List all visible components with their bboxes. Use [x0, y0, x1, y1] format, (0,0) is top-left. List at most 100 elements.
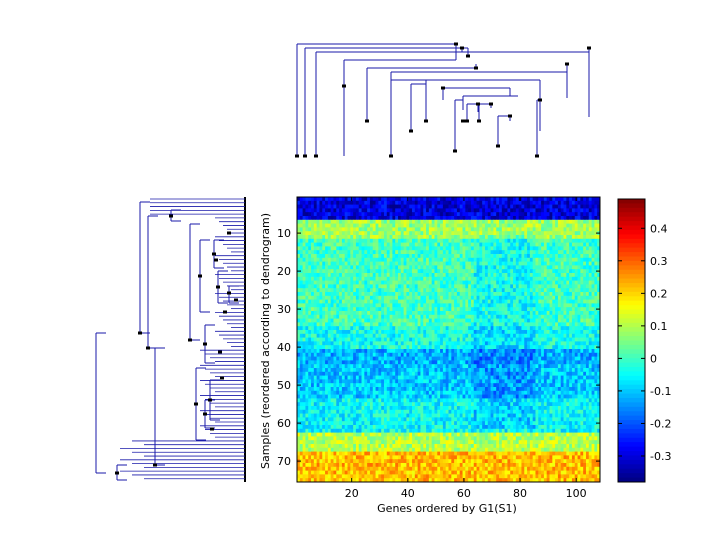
- heatmap-cell: [341, 257, 346, 262]
- heatmap-cell: [395, 212, 399, 217]
- heatmap-cell: [297, 330, 301, 335]
- heatmap-cell: [426, 197, 430, 202]
- heatmap-cell: [434, 235, 438, 240]
- heatmap-cell: [585, 314, 590, 319]
- heatmap-cell: [470, 254, 475, 259]
- heatmap-cell: [535, 330, 539, 335]
- heatmap-cell: [585, 292, 590, 297]
- heatmap-cell: [417, 204, 421, 209]
- heatmap-cell: [333, 349, 337, 354]
- heatmap-cell: [420, 307, 424, 312]
- heatmap-cell: [459, 204, 463, 209]
- heatmap-cell: [322, 250, 326, 255]
- heatmap-cell: [426, 333, 430, 338]
- heatmap-cell: [322, 352, 326, 357]
- heatmap-cell: [583, 227, 587, 232]
- heatmap-cell: [316, 364, 320, 369]
- heatmap-cell: [543, 295, 548, 300]
- heatmap-cell: [513, 265, 517, 270]
- heatmap-cell: [585, 261, 590, 266]
- heatmap-cell: [591, 333, 595, 338]
- heatmap-cell: [403, 352, 407, 357]
- heatmap-cell: [462, 303, 466, 308]
- heatmap-cell: [566, 292, 570, 297]
- heatmap-cell: [367, 326, 371, 331]
- heatmap-cell: [543, 299, 548, 304]
- heatmap-cell: [339, 352, 343, 357]
- heatmap-cell: [473, 333, 477, 338]
- heatmap-cell: [563, 341, 567, 346]
- heatmap-cell: [299, 333, 304, 338]
- heatmap-cell: [465, 303, 469, 308]
- heatmap-cell: [479, 307, 483, 312]
- heatmap-cell: [341, 349, 346, 354]
- heatmap-cell: [355, 322, 360, 327]
- heatmap-cell: [445, 231, 449, 236]
- heatmap-cell: [434, 265, 438, 270]
- heatmap-cell: [361, 333, 365, 338]
- heatmap-cell: [409, 216, 413, 221]
- heatmap-cell: [445, 352, 449, 357]
- heatmap-cell: [552, 219, 556, 224]
- heatmap-cell: [470, 265, 475, 270]
- heatmap-cell: [319, 364, 323, 369]
- heatmap-cell: [527, 257, 531, 262]
- heatmap-cell: [297, 360, 301, 365]
- heatmap-cell: [501, 284, 506, 289]
- heatmap-cell: [426, 269, 430, 274]
- heatmap-cell: [459, 292, 463, 297]
- heatmap-cell: [437, 318, 441, 323]
- heatmap-cell: [339, 303, 343, 308]
- heatmap-cell: [392, 265, 396, 270]
- heatmap-cell: [499, 216, 503, 221]
- dendrogram-node: [587, 46, 591, 50]
- heatmap-cell: [308, 307, 312, 312]
- heatmap-cell: [546, 352, 550, 357]
- heatmap-cell: [527, 265, 531, 270]
- heatmap-cell: [358, 295, 362, 300]
- heatmap-cell: [426, 292, 430, 297]
- heatmap-cell: [546, 360, 550, 365]
- heatmap-cell: [420, 337, 424, 342]
- heatmap-cell: [583, 356, 587, 361]
- heatmap-cell: [383, 242, 388, 247]
- heatmap-cell: [473, 352, 477, 357]
- heatmap-cell: [451, 246, 455, 251]
- heatmap-cell: [313, 250, 318, 255]
- heatmap-cell: [569, 322, 573, 327]
- heatmap-cell: [322, 276, 326, 281]
- heatmap-cell: [327, 356, 332, 361]
- heatmap-cell: [409, 333, 413, 338]
- heatmap-cell: [355, 345, 360, 350]
- heatmap-cell: [549, 276, 553, 281]
- heatmap-cell: [431, 318, 435, 323]
- heatmap-cell: [543, 204, 548, 209]
- heatmap-cell: [389, 326, 393, 331]
- heatmap-cell: [412, 227, 416, 232]
- heatmap-cell: [369, 261, 374, 266]
- heatmap-cell: [552, 314, 556, 319]
- heatmap-cell: [538, 295, 542, 300]
- heatmap-cell: [442, 219, 447, 224]
- heatmap-cell: [347, 235, 351, 240]
- heatmap-cell: [414, 326, 419, 331]
- heatmap-cell: [571, 227, 576, 232]
- heatmap-cell: [473, 254, 477, 259]
- heatmap-cell: [583, 322, 587, 327]
- heatmap-cell: [305, 269, 309, 274]
- heatmap-cell: [535, 242, 539, 247]
- heatmap-cell: [577, 307, 581, 312]
- heatmap-cell: [378, 269, 382, 274]
- heatmap-cell: [597, 352, 601, 357]
- heatmap-cell: [454, 295, 458, 300]
- heatmap-cell: [473, 318, 477, 323]
- heatmap-cell: [484, 216, 489, 221]
- heatmap-cell: [442, 257, 447, 262]
- heatmap-cell: [361, 276, 365, 281]
- heatmap-cell: [535, 360, 539, 365]
- heatmap-cell: [535, 257, 539, 262]
- heatmap-cell: [389, 212, 393, 217]
- heatmap-cell: [395, 341, 399, 346]
- heatmap-cell: [490, 235, 494, 240]
- heatmap-cell: [423, 242, 427, 247]
